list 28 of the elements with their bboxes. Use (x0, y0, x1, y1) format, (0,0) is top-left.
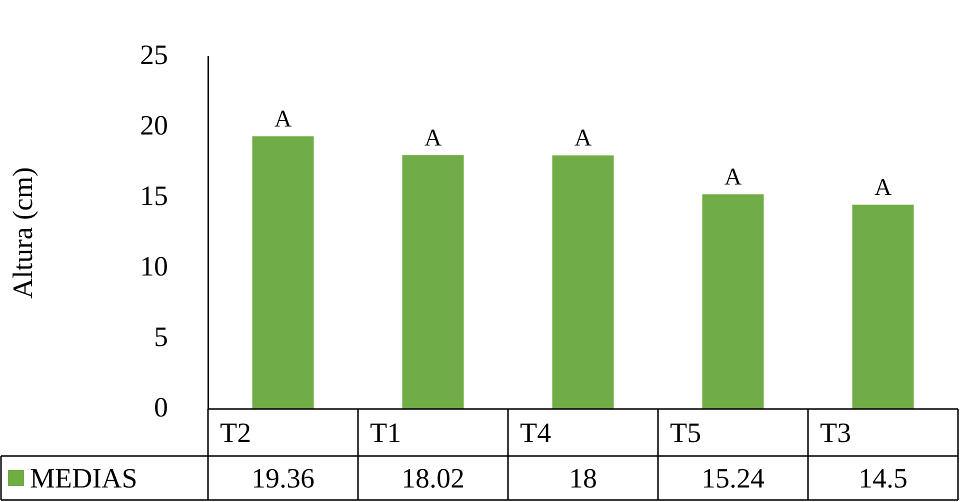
y-axis-title: Altura (cm) (8, 167, 40, 299)
bar (852, 204, 914, 409)
x-tick-label: T1 (370, 418, 402, 449)
bar (702, 194, 764, 409)
bar (552, 155, 614, 409)
bar (402, 155, 464, 409)
y-tick-label: 5 (154, 322, 168, 353)
x-tick-label: T3 (820, 418, 852, 449)
y-tick-label: 0 (154, 392, 168, 424)
x-tick-label: T2 (220, 418, 252, 449)
data-label: 19.36 (252, 463, 314, 494)
y-tick-label: 10 (140, 251, 168, 282)
annotation: A (724, 164, 742, 191)
data-label: 18.02 (402, 463, 464, 494)
annotation: A (574, 126, 592, 152)
y-tick-label: 15 (140, 181, 168, 212)
annotation: A (424, 125, 442, 152)
y-tick-label: 25 (140, 40, 168, 72)
x-tick-label: T4 (520, 418, 552, 449)
annotation: A (274, 106, 292, 133)
bar (252, 136, 314, 409)
annotation: A (874, 175, 892, 202)
data-label: 18 (569, 463, 597, 494)
data-label: 15.24 (702, 463, 764, 494)
legend-label: MEDIAS (30, 463, 138, 494)
y-tick-label: 20 (140, 110, 168, 142)
x-tick-label: T5 (670, 418, 702, 449)
data-label: 14.5 (858, 463, 908, 494)
